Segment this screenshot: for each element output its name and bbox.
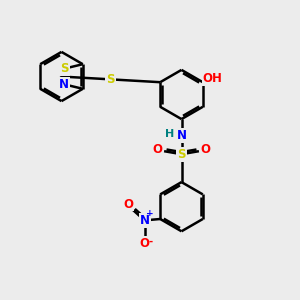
Text: O: O <box>123 197 134 211</box>
Text: N: N <box>140 214 150 227</box>
Text: S: S <box>60 62 69 75</box>
Text: O: O <box>200 142 211 156</box>
Text: N: N <box>59 78 69 91</box>
Text: N: N <box>176 129 187 142</box>
Text: H: H <box>166 129 175 139</box>
Text: S: S <box>177 148 186 161</box>
Text: +: + <box>146 209 154 218</box>
Text: OH: OH <box>203 72 223 85</box>
Text: O: O <box>140 237 150 250</box>
Text: O: O <box>152 142 163 156</box>
Text: -: - <box>148 236 153 247</box>
Text: S: S <box>106 73 115 86</box>
